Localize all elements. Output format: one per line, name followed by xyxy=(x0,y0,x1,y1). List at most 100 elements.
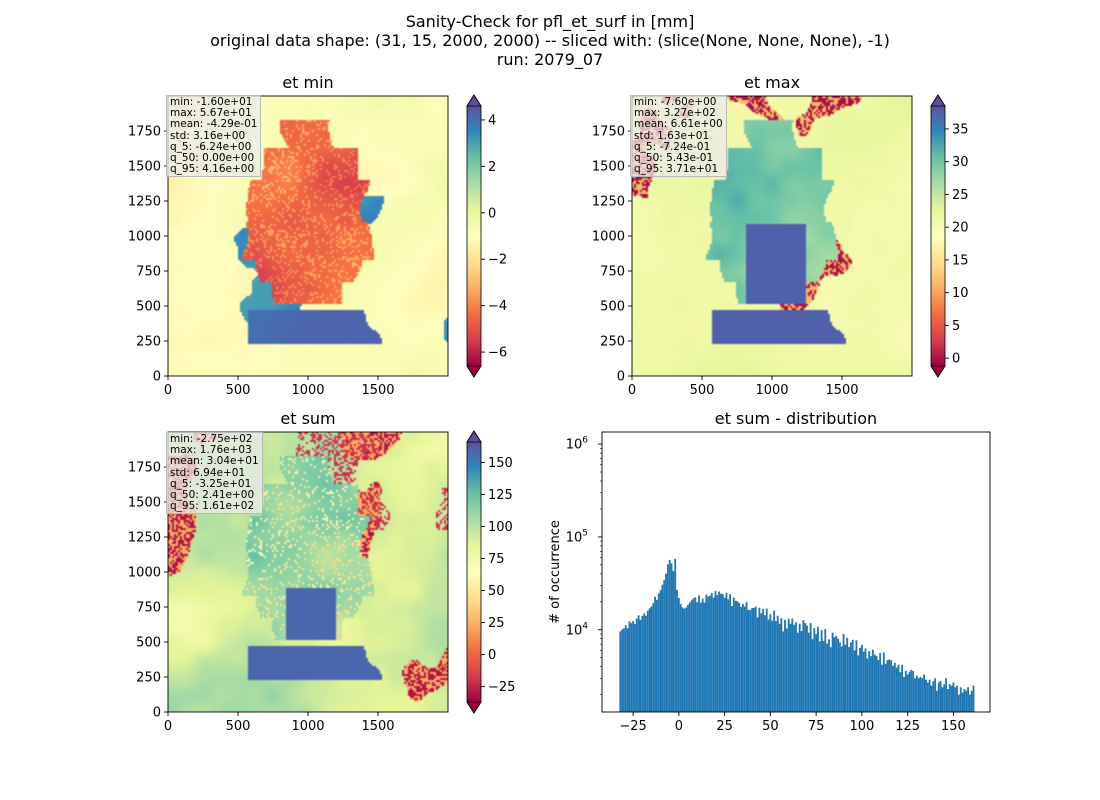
histogram-bar xyxy=(860,644,863,712)
histogram-bar xyxy=(967,687,969,712)
y-tick-label: 0 xyxy=(153,706,161,721)
histogram-bar xyxy=(776,615,779,712)
histogram-bar xyxy=(817,626,819,712)
histogram-bar xyxy=(904,670,907,712)
histogram-bar xyxy=(881,664,883,712)
colorbar-tick-label: 0 xyxy=(952,352,960,367)
histogram-bar xyxy=(670,563,673,712)
y-tick-label: 1750 xyxy=(592,125,625,140)
x-tick-label: 0 xyxy=(628,383,636,398)
stats-box-et-sum: min: -2.75e+02 max: 1.76e+03 mean: 3.04e… xyxy=(166,432,263,515)
x-tick-label: 1500 xyxy=(361,383,394,398)
histogram-bar xyxy=(873,654,876,712)
histogram-bar xyxy=(957,694,960,712)
histogram-bar xyxy=(624,625,627,712)
histogram-bar xyxy=(820,630,823,712)
y-tick-label: 1750 xyxy=(128,461,161,476)
histogram-bar xyxy=(870,656,872,712)
histogram-bar xyxy=(945,678,947,712)
histogram-bar xyxy=(807,632,810,712)
histogram-bar xyxy=(804,623,807,712)
histogram-bar xyxy=(837,638,840,712)
histogram-bar xyxy=(926,682,929,712)
histogram-bar xyxy=(829,647,832,712)
histogram-bar xyxy=(773,610,775,712)
stats-box-et-min: min: -1.60e+01 max: 5.67e+01 mean: -4.29… xyxy=(166,95,262,178)
x-tick-label: 500 xyxy=(690,383,715,398)
stat-line: q_50: 2.41e+00 xyxy=(170,489,255,502)
histogram-bar xyxy=(950,685,953,712)
x-tick-label: 125 xyxy=(895,719,920,734)
histogram-bar xyxy=(683,608,686,712)
colorbar-tick-label: 75 xyxy=(488,552,505,567)
histogram-bar xyxy=(963,689,966,712)
stat-line: q_95: 4.16e+00 xyxy=(170,163,255,176)
y-tick-label: 500 xyxy=(600,300,625,315)
histogram-bar xyxy=(848,647,850,712)
histogram-bar xyxy=(936,690,938,712)
x-tick-label: 500 xyxy=(226,719,251,734)
histogram-bar xyxy=(923,674,926,712)
x-tick-label: 0 xyxy=(675,719,683,734)
stat-line: min: -7.60e+00 xyxy=(634,96,717,108)
histogram-bar xyxy=(771,620,774,712)
x-tick-label: 75 xyxy=(808,719,825,734)
colorbar-tick-label: 25 xyxy=(952,188,969,203)
colorbar-tick-label: 125 xyxy=(488,488,513,503)
histogram-bar xyxy=(687,604,689,712)
colorbar-tick-label: 2 xyxy=(488,160,496,175)
colorbar-tick-label: 100 xyxy=(488,520,513,535)
histogram-bar xyxy=(705,594,708,712)
histogram-bar xyxy=(784,619,786,712)
histogram-bar xyxy=(901,664,904,712)
stat-line: q_95: 3.71e+01 xyxy=(634,163,719,176)
colorbar-tick-label: 10 xyxy=(952,286,969,301)
x-tick-label: 1500 xyxy=(825,383,858,398)
histogram-bar xyxy=(630,623,633,712)
histogram-bar xyxy=(888,659,891,712)
histogram-bar xyxy=(934,678,937,712)
colorbar-tick-label: −2 xyxy=(488,253,507,268)
stat-line: min: -1.60e+01 xyxy=(170,96,253,108)
panel-et-sum-distribution: et sum - distribution −25 0 25 50 75 100 125 150… xyxy=(548,409,991,734)
figure-title-line-1: Sanity-Check for pfl_et_surf in [mm] xyxy=(405,12,695,31)
histogram-bar xyxy=(740,606,743,712)
histogram-bar xyxy=(806,625,808,712)
histogram-bar xyxy=(762,608,764,712)
histogram-bar xyxy=(710,592,713,712)
histogram-bar xyxy=(956,685,958,712)
histogram-bar xyxy=(657,593,660,712)
histogram-bar xyxy=(839,642,841,712)
histogram-bar xyxy=(868,651,871,712)
histogram-bar xyxy=(811,639,814,712)
histogram-bar xyxy=(840,646,843,712)
colorbar-extend-min xyxy=(930,365,946,378)
histogram-bar xyxy=(932,681,935,712)
histogram-bar xyxy=(871,649,874,712)
colorbar-extend-max xyxy=(466,94,482,107)
histogram-bar xyxy=(882,652,885,712)
stat-line: q_50: 0.00e+00 xyxy=(170,152,255,165)
histogram-bar xyxy=(654,596,656,712)
colorbar-extend-min xyxy=(466,701,482,714)
histogram-bar xyxy=(637,615,640,712)
colorbar-tick-label: 15 xyxy=(952,253,969,268)
histogram-bar xyxy=(626,628,629,712)
histogram-bar xyxy=(698,595,700,712)
histogram-bar xyxy=(857,655,860,712)
colorbar-extend-max xyxy=(466,430,482,443)
stats-box-et-max: min: -7.60e+00 max: 3.27e+02 mean: 6.61e… xyxy=(630,95,727,178)
histogram-bar xyxy=(727,599,730,712)
histogram-bar xyxy=(763,615,766,712)
histogram-bar xyxy=(690,600,693,712)
colorbar-tick-label: 0 xyxy=(488,206,496,221)
y-tick-label: 1000 xyxy=(592,230,625,245)
histogram-bar xyxy=(886,660,889,712)
histogram-bar xyxy=(780,618,783,712)
histogram-bar xyxy=(718,591,721,712)
stat-line: q_5: -7.24e-01 xyxy=(634,140,711,153)
x-tick-label: −25 xyxy=(619,719,646,734)
stat-line: std: 1.63e+01 xyxy=(634,129,710,142)
histogram-bar xyxy=(745,602,748,712)
